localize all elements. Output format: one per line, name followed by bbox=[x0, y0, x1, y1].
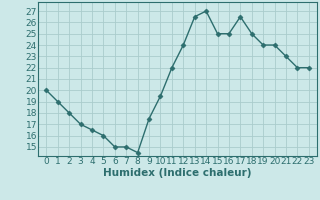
X-axis label: Humidex (Indice chaleur): Humidex (Indice chaleur) bbox=[103, 168, 252, 178]
